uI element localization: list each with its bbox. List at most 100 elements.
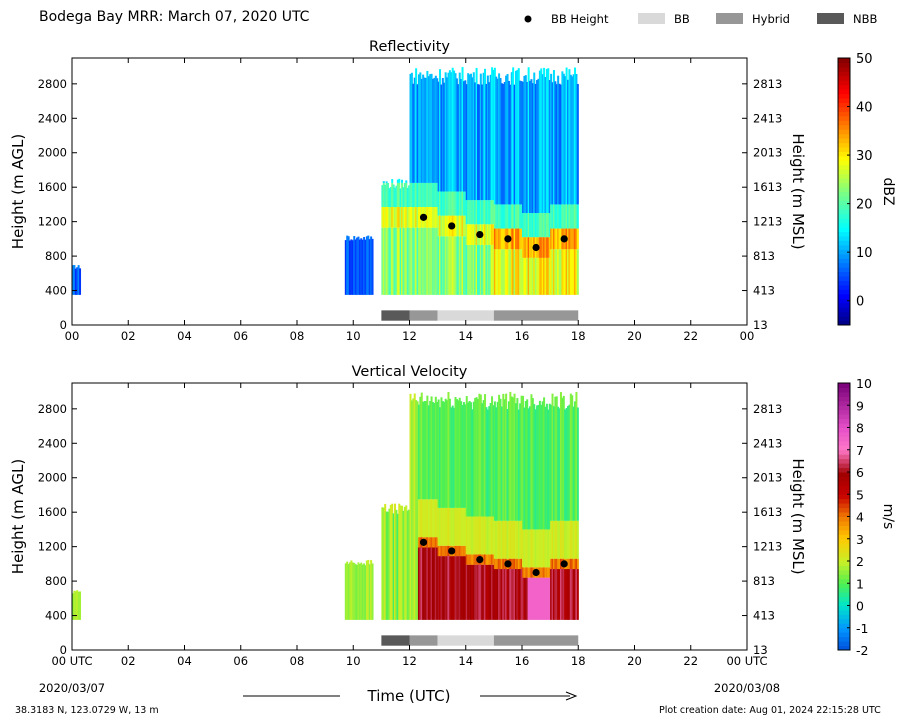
y-tick-label: 800 xyxy=(45,249,67,263)
x-tick-label: 10 xyxy=(346,654,361,668)
x-tick-label: 04 xyxy=(177,654,192,668)
colorbar-tick-label: 20 xyxy=(856,198,873,213)
colorbar-tick-label: 50 xyxy=(856,52,873,67)
y-axis-label: Height (m AGL) xyxy=(9,134,27,249)
creation-date-note: Plot creation date: Aug 01, 2024 22:15:2… xyxy=(659,705,881,716)
legend-nbb-swatch xyxy=(817,13,844,24)
time-axis-footer: 2020/03/07 2020/03/08 Time (UTC) xyxy=(39,681,780,705)
y-tick-label-right: 413 xyxy=(753,284,775,298)
x-tick-label: 10 xyxy=(346,329,361,343)
y-tick-label: 1200 xyxy=(38,540,67,554)
x-tick-label: 08 xyxy=(290,329,305,343)
x-tick-label: 02 xyxy=(121,654,136,668)
x-tick-label: 12 xyxy=(402,654,417,668)
y-tick-label-right: 813 xyxy=(753,574,775,588)
x-tick-label: 20 xyxy=(627,329,642,343)
bb-type-segment xyxy=(381,310,410,321)
colorbar-tick-label: 2 xyxy=(856,554,864,569)
y-tick-label: 400 xyxy=(45,609,67,623)
colorbar-tick-label: 4 xyxy=(856,510,864,525)
x-tick-label: 04 xyxy=(177,329,192,343)
x-tick-label: 06 xyxy=(233,654,248,668)
colorbar xyxy=(838,383,850,651)
bb-height-point xyxy=(532,243,540,252)
bb-type-segment xyxy=(409,635,438,646)
y-tick-label: 1600 xyxy=(38,505,67,519)
y-tick-label-right: 2813 xyxy=(753,77,782,91)
colorbar-tick-label: 40 xyxy=(856,101,873,116)
x-tick-label: 14 xyxy=(458,329,473,343)
x-tick-label: 00 UTC xyxy=(51,654,92,668)
y-tick-label-right: 2813 xyxy=(753,402,782,416)
bb-type-segment xyxy=(381,635,410,646)
colorbar-tick-label: -1 xyxy=(856,621,868,636)
x-tick-label: 02 xyxy=(121,329,136,343)
legend-label: NBB xyxy=(853,12,877,26)
y-tick-label-right: 2013 xyxy=(753,146,782,160)
colorbar-tick-label: -2 xyxy=(856,643,868,658)
colorbar-tick-label: 7 xyxy=(856,443,864,458)
bb-height-point xyxy=(448,547,456,555)
colorbar-frame xyxy=(837,57,851,326)
x-tick-label: 08 xyxy=(290,654,305,668)
colorbar-tick-label: 3 xyxy=(856,532,864,547)
y-tick-label-right: 1213 xyxy=(753,540,782,554)
x-tick-label: 06 xyxy=(233,329,248,343)
colorbar xyxy=(838,58,850,326)
y-tick-label-right: 2413 xyxy=(753,436,782,450)
bb-height-point xyxy=(476,230,484,239)
x-tick-label: 00 xyxy=(65,329,80,343)
bb-type-segment xyxy=(493,635,579,646)
legend: BB Height BB Hybrid NBB xyxy=(524,12,877,26)
colorbar-tick-label: 0 xyxy=(856,599,864,614)
bb-type-segment xyxy=(437,310,494,321)
bb-type-segment xyxy=(409,310,438,321)
x-axis-label: Time (UTC) xyxy=(367,687,451,705)
bb-type-segment xyxy=(437,635,494,646)
legend-label: Hybrid xyxy=(752,12,790,26)
y-tick-label: 1200 xyxy=(38,215,67,229)
panel-title: Reflectivity xyxy=(369,39,450,55)
end-date: 2020/03/08 xyxy=(714,681,780,695)
colorbar-tick-label: 30 xyxy=(856,149,873,164)
legend-bb-swatch xyxy=(638,13,665,24)
colorbar-tick-label: 1 xyxy=(856,576,864,591)
y-tick-label-right: 1613 xyxy=(753,505,782,519)
x-tick-label: 18 xyxy=(571,329,586,343)
x-tick-label: 16 xyxy=(515,329,530,343)
bb-type-segment xyxy=(493,310,579,321)
heatmap-field xyxy=(72,67,579,295)
arrow-head-icon xyxy=(565,691,578,701)
x-tick-label: 14 xyxy=(458,654,473,668)
bb-height-point xyxy=(560,560,568,568)
panel-title: Vertical Velocity xyxy=(352,364,468,380)
colorbar-tick-label: 10 xyxy=(856,246,873,261)
x-tick-label: 22 xyxy=(683,654,698,668)
legend-label: BB Height xyxy=(551,12,609,26)
y-axis-label-right: Height (m MSL) xyxy=(789,458,807,574)
bb-height-point xyxy=(504,560,512,568)
bb-height-point xyxy=(476,555,484,564)
y-tick-label-right: 13 xyxy=(753,643,768,657)
y-tick-label: 2000 xyxy=(38,471,67,485)
colorbar-label: dBZ xyxy=(880,177,896,205)
colorbar-label: m/s xyxy=(880,504,896,530)
y-tick-label: 2400 xyxy=(38,436,67,450)
x-tick-label: 00 UTC xyxy=(726,654,767,668)
x-tick-label: 00 xyxy=(740,329,755,343)
bb-height-point xyxy=(532,568,540,577)
bb-height-point xyxy=(419,538,428,546)
colorbar-tick-label: 6 xyxy=(856,465,864,480)
x-tick-label: 18 xyxy=(571,654,586,668)
y-tick-label: 1600 xyxy=(38,180,67,194)
y-tick-label-right: 13 xyxy=(753,318,768,332)
y-tick-label: 800 xyxy=(45,574,67,588)
colorbar-tick-label: 0 xyxy=(856,295,864,310)
y-tick-label: 0 xyxy=(60,318,67,332)
x-tick-label: 16 xyxy=(515,654,530,668)
y-tick-label: 0 xyxy=(60,643,67,657)
bb-height-point xyxy=(504,235,512,243)
y-tick-label-right: 1213 xyxy=(753,215,782,229)
